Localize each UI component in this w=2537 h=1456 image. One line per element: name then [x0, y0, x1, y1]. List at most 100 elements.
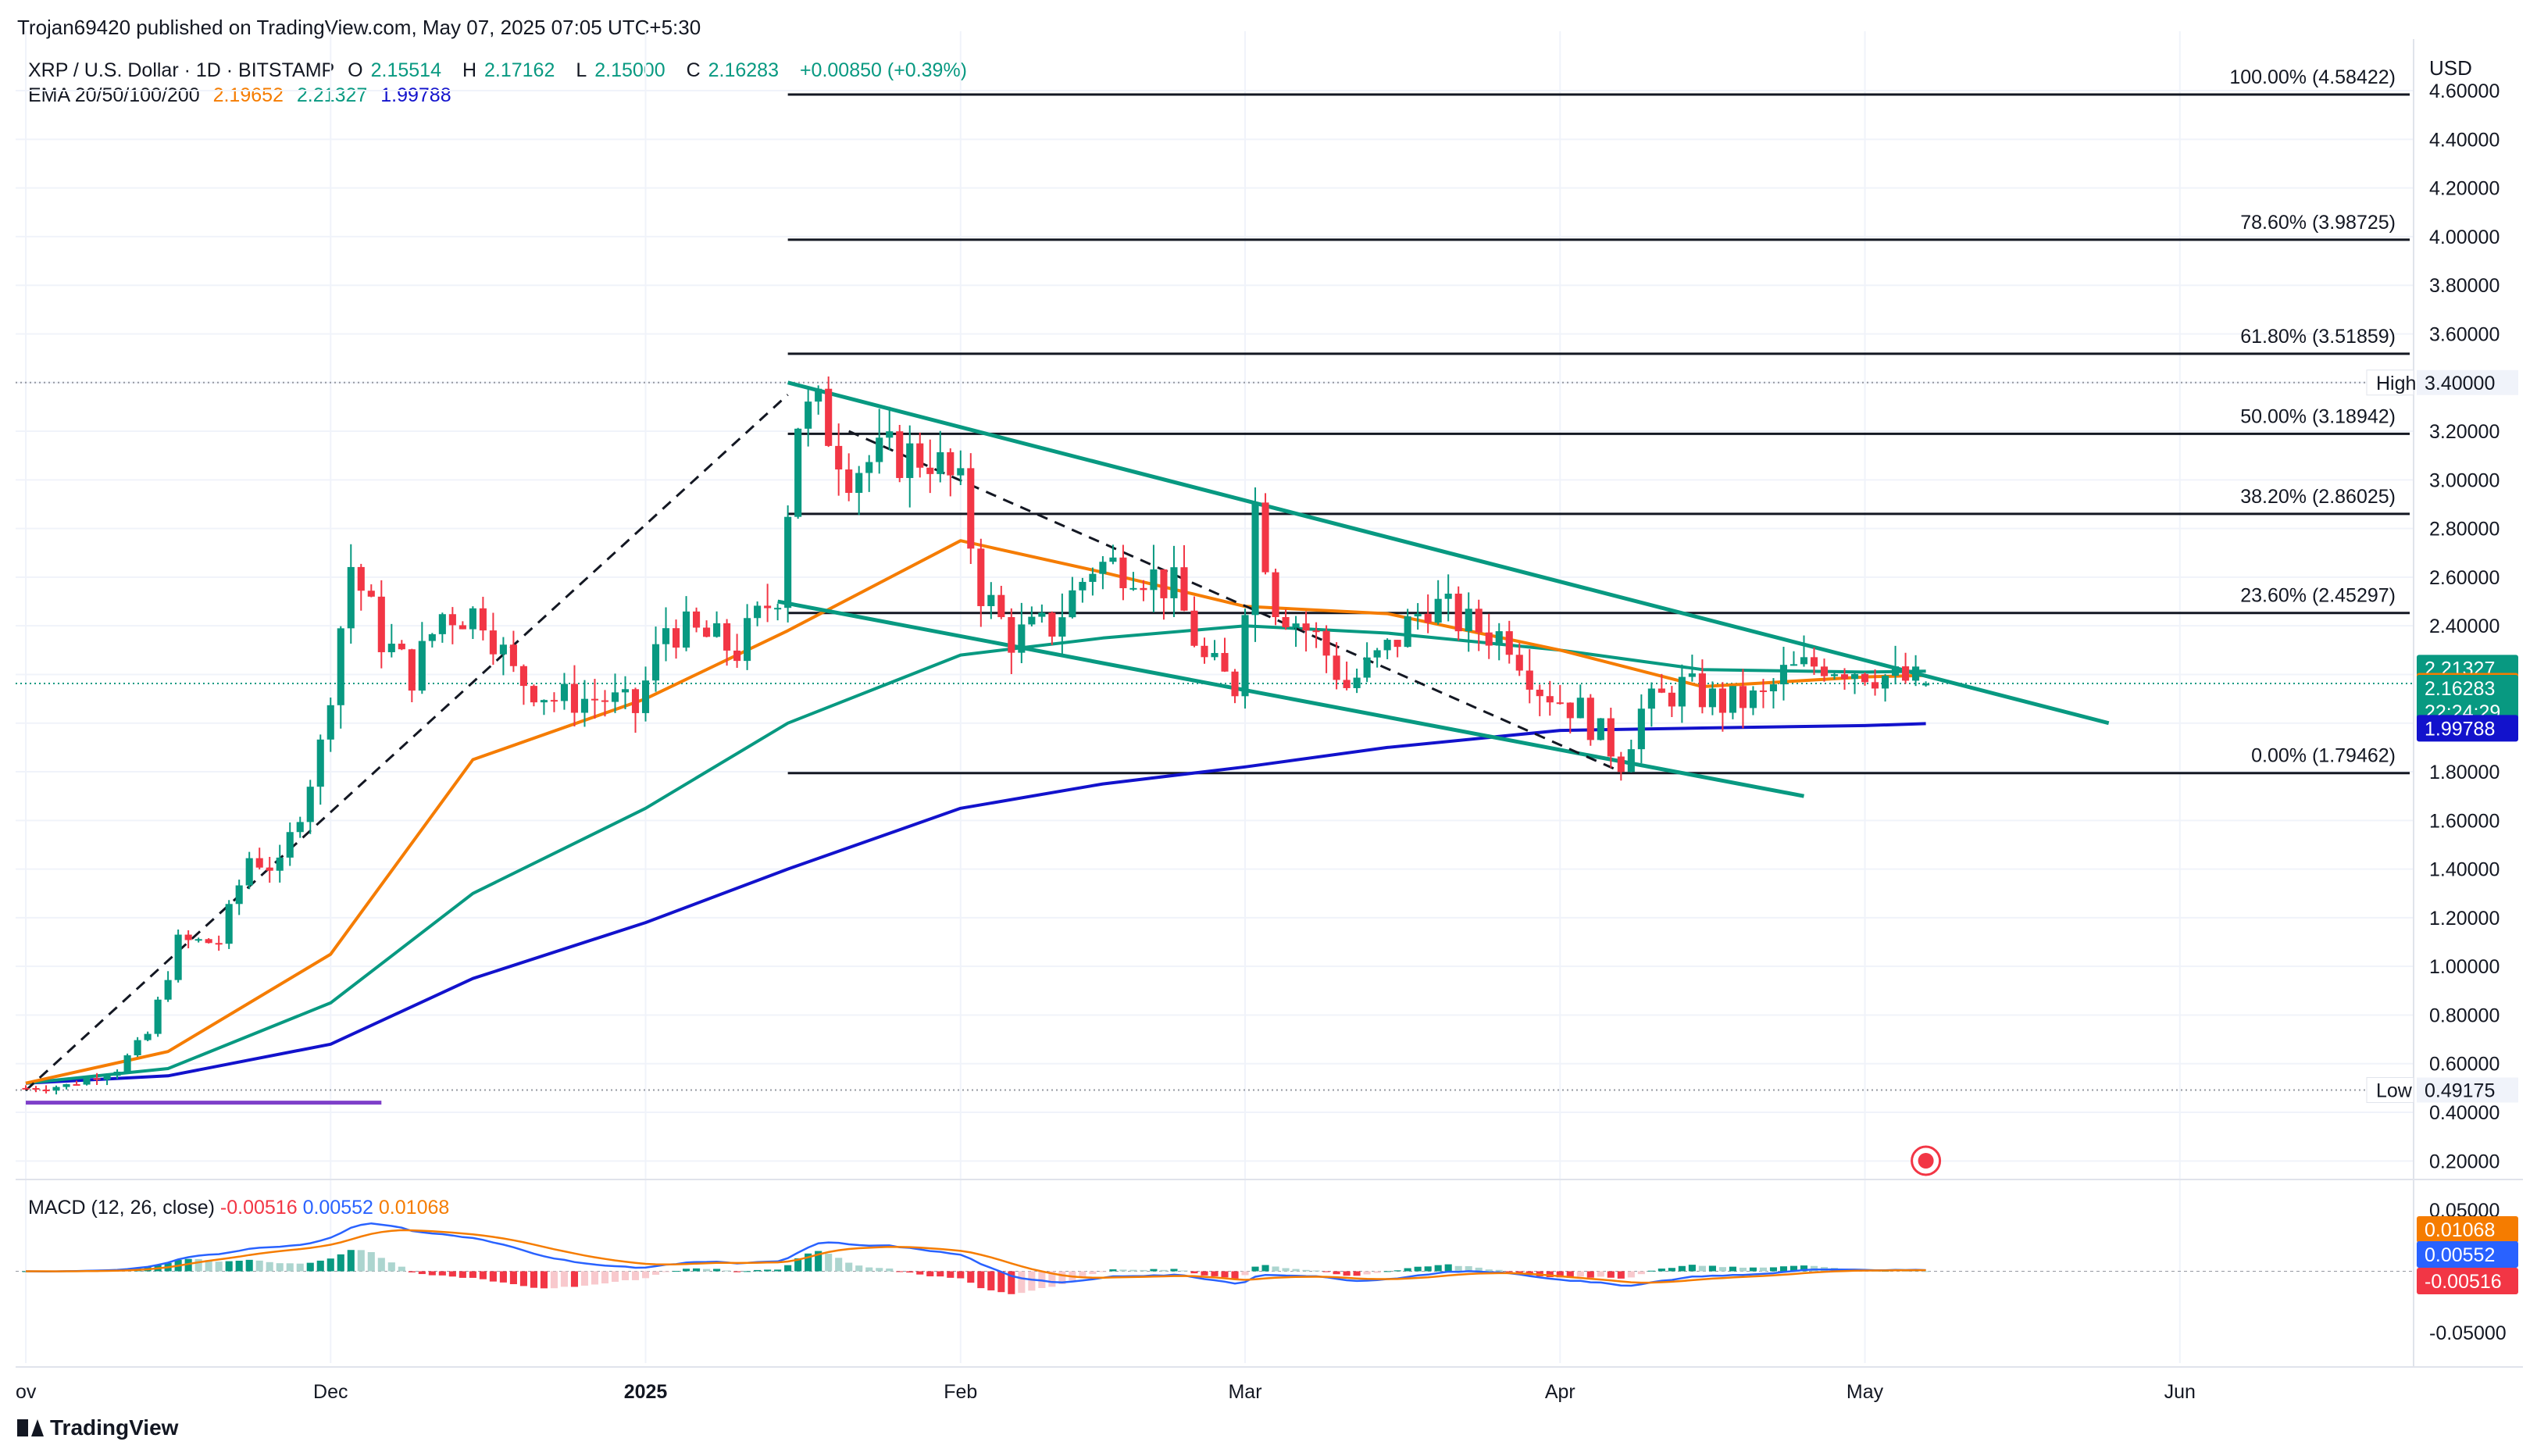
macd-bar [276, 1263, 284, 1272]
candle [1140, 580, 1147, 601]
candle [357, 563, 365, 611]
candle-body [886, 431, 894, 438]
low-tag-label: Low [2376, 1080, 2413, 1101]
candle-body [815, 388, 822, 402]
macd-bar [1444, 1264, 1452, 1272]
candle [805, 387, 812, 447]
macd-bar [1424, 1266, 1432, 1272]
candle-body [926, 467, 934, 474]
candle [896, 424, 904, 483]
candle [1708, 681, 1716, 716]
candle [1749, 686, 1757, 716]
candle [1779, 646, 1788, 701]
candle-body [367, 591, 375, 597]
candle [438, 612, 446, 643]
candle [1871, 669, 1879, 696]
high-label: H [462, 59, 476, 81]
candle [723, 619, 731, 666]
candle-body [52, 1087, 60, 1091]
candle-body [1099, 562, 1107, 574]
macd-label[interactable]: MACD (12, 26, close) [28, 1197, 215, 1219]
macd-bar [1211, 1271, 1219, 1276]
candle-body [1434, 598, 1442, 623]
event-flag-icon-dot [1918, 1153, 1934, 1169]
ema-label[interactable]: EMA 20/50/100/200 [28, 84, 200, 106]
candle-body [337, 628, 344, 705]
close-number: 2.16283 [708, 59, 779, 81]
macd-bar [845, 1262, 853, 1272]
candle [93, 1072, 101, 1086]
change-value: +0.00850 (+0.39%) [799, 59, 968, 81]
candle-body [601, 700, 609, 702]
candle-body [1251, 502, 1259, 616]
candle [641, 666, 650, 722]
candle-body [764, 605, 772, 608]
candle [1069, 576, 1076, 619]
candle [926, 439, 934, 494]
macd-bar [1454, 1265, 1462, 1272]
candle-body [560, 683, 569, 701]
candle [194, 937, 202, 943]
candle [1495, 623, 1503, 661]
candle [611, 673, 619, 713]
candle [754, 601, 762, 626]
candle-body [1912, 666, 1920, 681]
candle [1048, 611, 1056, 645]
candle-body [1800, 657, 1808, 665]
candle-body [459, 625, 466, 630]
candle [479, 597, 487, 641]
macd-bar [489, 1271, 497, 1282]
macd-bar [1779, 1266, 1788, 1272]
candle-body [1810, 657, 1818, 667]
macd-bar [225, 1261, 233, 1272]
candle-body [580, 698, 589, 713]
candle-body [83, 1078, 91, 1085]
x-tick-label: May [1847, 1381, 1884, 1403]
candle-body [1617, 756, 1625, 773]
candle [1018, 602, 1026, 664]
tradingview-logo-icon [17, 1419, 44, 1436]
candle-body [22, 1087, 30, 1090]
tradingview-brand[interactable]: TradingView [17, 1415, 178, 1440]
candle-body [1830, 674, 1839, 676]
macd-bar [306, 1262, 314, 1272]
candle [245, 851, 253, 890]
candle-body [448, 614, 456, 626]
y-tick-label: 1.20000 [2429, 908, 2500, 930]
candle-body [1668, 692, 1675, 707]
candle [937, 430, 944, 483]
macd-bar [438, 1271, 446, 1276]
symbol-name[interactable]: XRP / U.S. Dollar · 1D · BITSTAMP [28, 59, 335, 81]
candle-body [1140, 587, 1147, 591]
candle [906, 425, 914, 508]
macd-bar [540, 1271, 548, 1289]
candle [1150, 544, 1158, 613]
macd-bar [815, 1251, 822, 1272]
candle-body [1038, 612, 1046, 617]
candle [1505, 620, 1513, 664]
candle-body [876, 437, 883, 462]
macd-bar [1769, 1267, 1778, 1272]
candle [1465, 592, 1472, 652]
macd-bar [1708, 1265, 1716, 1272]
candle [205, 938, 212, 944]
macd-bar [580, 1271, 589, 1286]
candle-body [1657, 688, 1665, 693]
macd-y-tick-label: -0.05000 [2429, 1322, 2507, 1344]
macd-bar [1566, 1271, 1574, 1278]
candle [266, 856, 273, 883]
candle-body [1882, 676, 1889, 689]
macd-bar [1018, 1271, 1026, 1294]
candle-body [1495, 631, 1503, 646]
candle [774, 603, 782, 621]
y-tick-label: 2.40000 [2429, 616, 2500, 637]
x-tick-label: 2025 [624, 1381, 668, 1403]
macd-line [25, 1222, 1926, 1287]
currency-label[interactable]: USD [2429, 56, 2472, 80]
candle-body [164, 980, 172, 1000]
macd-bar [387, 1262, 395, 1272]
candle-body [286, 832, 294, 858]
candle [326, 698, 334, 752]
candle-body [1353, 677, 1361, 688]
